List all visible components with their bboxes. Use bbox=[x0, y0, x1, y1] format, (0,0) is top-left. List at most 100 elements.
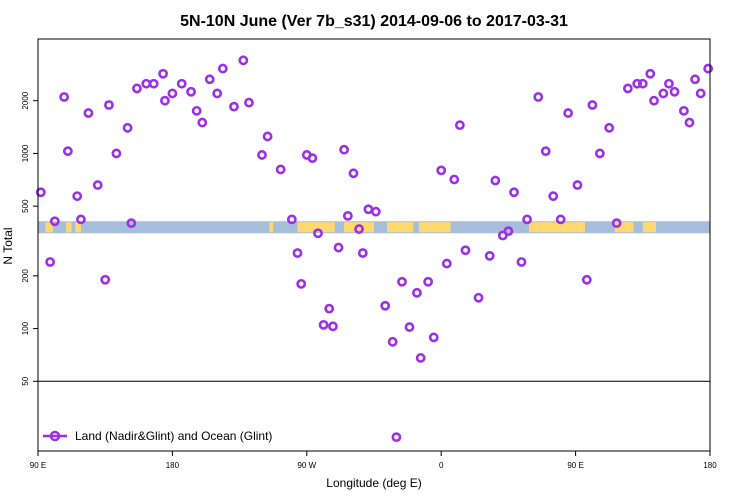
y-axis-label: N Total bbox=[1, 227, 15, 264]
data-point bbox=[563, 108, 574, 118]
data-point bbox=[111, 148, 122, 159]
x-tick-label: 0 bbox=[439, 461, 444, 470]
latitude-band bbox=[38, 221, 710, 234]
y-tick-label: 2000 bbox=[21, 91, 30, 109]
data-point bbox=[490, 175, 501, 186]
data-point bbox=[83, 108, 94, 118]
data-point bbox=[45, 257, 56, 267]
band-land bbox=[614, 222, 634, 233]
x-tick-label: 180 bbox=[703, 461, 717, 470]
x-tick-label: 90 E bbox=[567, 461, 583, 470]
data-point bbox=[423, 276, 434, 287]
data-point bbox=[35, 187, 46, 198]
data-point bbox=[516, 257, 527, 267]
data-point bbox=[186, 86, 196, 97]
data-point bbox=[313, 228, 323, 239]
data-point bbox=[669, 86, 680, 97]
data-point bbox=[49, 216, 60, 227]
data-point bbox=[286, 214, 297, 225]
data-point bbox=[484, 250, 495, 261]
data-point bbox=[212, 88, 223, 99]
data-point bbox=[649, 95, 659, 106]
data-point bbox=[391, 432, 402, 443]
data-point bbox=[132, 83, 142, 94]
data-point bbox=[412, 287, 422, 298]
data-point bbox=[191, 105, 202, 116]
data-point bbox=[141, 78, 152, 89]
data-point bbox=[197, 117, 208, 128]
band-land bbox=[66, 222, 72, 233]
data-point bbox=[380, 300, 391, 311]
data-point bbox=[296, 278, 307, 289]
data-point bbox=[257, 150, 267, 160]
data-point bbox=[122, 122, 133, 133]
data-point bbox=[503, 226, 514, 237]
data-point bbox=[397, 276, 407, 287]
band-land bbox=[297, 222, 335, 233]
data-point bbox=[522, 214, 532, 225]
data-point bbox=[473, 292, 484, 303]
y-tick-label: 100 bbox=[21, 321, 30, 335]
data-point bbox=[555, 214, 566, 225]
data-point bbox=[238, 55, 249, 66]
band-land bbox=[45, 222, 53, 233]
data-point bbox=[387, 336, 398, 347]
band-land bbox=[344, 222, 374, 233]
data-point bbox=[690, 74, 700, 85]
data-point bbox=[449, 174, 460, 185]
data-point bbox=[509, 187, 519, 198]
band-land bbox=[269, 222, 274, 233]
data-points bbox=[35, 55, 714, 443]
data-point bbox=[148, 78, 159, 89]
data-point bbox=[587, 100, 598, 110]
y-axis-ticks: 50 100 200 500 1000 2000 bbox=[21, 91, 38, 386]
y-tick-label: 50 bbox=[21, 376, 30, 385]
data-point bbox=[703, 63, 714, 74]
data-point bbox=[695, 88, 706, 99]
data-point bbox=[533, 92, 544, 102]
data-point bbox=[363, 204, 374, 215]
data-point bbox=[333, 242, 344, 253]
data-point bbox=[684, 117, 695, 128]
data-point bbox=[540, 146, 551, 157]
data-point bbox=[370, 206, 381, 217]
band-land bbox=[418, 222, 451, 233]
data-point bbox=[76, 214, 86, 225]
data-point bbox=[604, 122, 615, 133]
data-point bbox=[92, 180, 103, 190]
data-point bbox=[581, 274, 592, 285]
data-point bbox=[415, 353, 426, 363]
legend-entry: Land (Nadir&Glint) and Ocean (Glint) bbox=[75, 429, 272, 443]
y-tick-label: 1000 bbox=[21, 144, 30, 162]
data-point bbox=[632, 78, 643, 89]
data-point bbox=[611, 218, 622, 229]
data-point bbox=[292, 248, 303, 258]
legend: Land (Nadir&Glint) and Ocean (Glint) bbox=[43, 429, 272, 443]
data-point bbox=[167, 88, 178, 99]
data-point bbox=[328, 321, 338, 332]
band-land bbox=[642, 222, 656, 233]
data-point bbox=[436, 165, 447, 176]
data-point bbox=[572, 180, 583, 190]
band-land bbox=[75, 222, 81, 233]
data-point bbox=[354, 224, 364, 234]
data-point bbox=[441, 258, 452, 269]
data-point bbox=[348, 168, 359, 179]
data-point bbox=[158, 68, 168, 79]
data-point bbox=[637, 78, 648, 89]
data-point bbox=[318, 319, 329, 330]
data-point bbox=[645, 68, 656, 79]
data-point bbox=[460, 245, 471, 256]
data-point bbox=[342, 210, 353, 221]
data-point bbox=[100, 274, 111, 285]
x-axis-label: Longitude (deg E) bbox=[326, 476, 421, 490]
data-point bbox=[217, 63, 228, 74]
x-tick-label: 180 bbox=[166, 461, 180, 470]
x-tick-label: 90 W bbox=[297, 461, 316, 470]
data-point bbox=[176, 78, 187, 89]
band-land bbox=[387, 222, 414, 233]
y-tick-label: 500 bbox=[21, 199, 30, 213]
data-point bbox=[404, 322, 415, 332]
data-point bbox=[204, 74, 215, 85]
